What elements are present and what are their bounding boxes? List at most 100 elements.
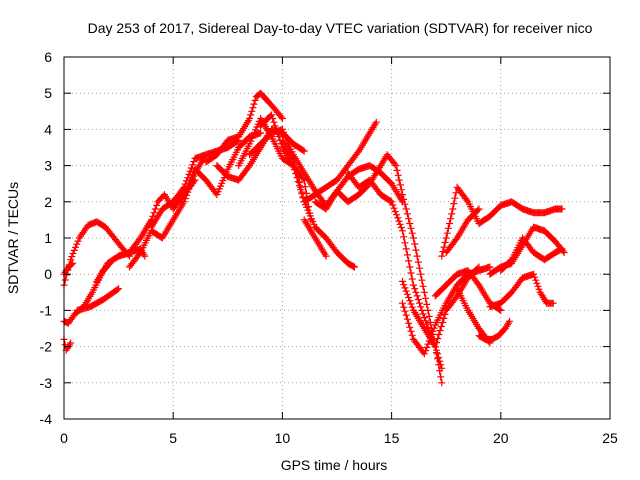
data-point-marker [414,258,422,266]
data-point-marker [246,115,254,122]
data-point-marker [391,208,399,215]
series-trace [347,172,443,384]
data-point-marker [391,160,399,168]
series-sat-e [73,285,123,314]
data-point-marker [291,159,298,167]
y-axis-label: SDTVAR / TECUs [5,182,21,294]
data-point-marker [416,299,423,307]
data-point-marker [397,224,405,231]
data-point-marker [416,264,423,272]
data-point-marker [507,257,514,265]
data-point-marker [402,287,410,295]
x-tick-label: 10 [275,430,291,446]
data-point-marker [190,158,198,166]
data-point-marker [407,269,415,277]
data-point-marker [386,197,394,205]
data-point-marker [463,196,471,204]
data-point-marker [406,323,414,331]
data-point-marker [294,174,302,182]
data-point-marker [180,198,188,206]
data-point-marker [403,210,411,218]
series-trace [441,186,563,257]
data-point-marker [257,129,265,137]
data-point-marker [189,161,197,169]
data-point-marker [372,118,380,126]
data-point-marker [419,310,427,318]
data-point-marker [248,107,256,115]
data-point-marker [486,263,494,271]
data-point-marker [407,300,415,308]
data-point-marker [425,312,433,320]
data-point-marker [297,183,305,191]
series-sat-q [300,216,330,260]
data-point-marker [474,206,482,214]
data-point-marker [406,263,414,271]
data-point-marker [431,343,439,351]
data-point-marker [399,191,406,199]
data-point-marker [405,294,413,301]
y-tick-label: -4 [40,411,53,427]
data-point-marker [434,335,442,343]
data-point-marker [298,188,306,196]
data-point-marker [532,276,540,284]
data-point-marker [402,205,410,213]
data-point-marker [401,307,409,315]
data-point-marker [293,169,301,177]
series-sat-k [202,89,286,166]
data-point-marker [405,319,413,327]
data-point-marker [408,331,416,339]
data-point-marker [422,347,430,355]
data-point-marker [72,243,79,251]
data-point-marker [400,233,408,241]
data-point-marker [179,192,187,200]
data-point-marker [475,205,483,213]
data-point-marker [438,252,446,260]
data-point-marker [405,215,413,223]
data-point-marker [420,288,428,296]
data-point-marker [441,239,449,246]
y-tick-label: 0 [44,266,52,282]
data-point-marker [113,286,121,294]
data-point-marker [439,248,447,256]
data-point-marker [413,252,421,260]
y-tick-label: 6 [44,49,52,65]
data-point-marker [506,317,513,325]
series-sat-x [442,205,483,256]
data-point-marker [436,367,444,375]
data-point-marker [400,281,408,289]
data-point-marker [497,306,505,314]
data-point-marker [400,303,408,311]
data-point-marker [440,314,448,322]
data-point-marker [444,224,452,232]
data-point-marker [419,282,427,290]
data-point-marker [425,337,433,345]
data-point-marker [74,237,82,245]
data-point-marker [244,163,252,171]
data-point-marker [115,285,123,293]
x-tick-label: 25 [602,430,618,446]
series-sat-b [60,259,77,278]
data-point-marker [438,379,446,387]
data-point-marker [250,100,258,108]
data-point-marker [278,115,286,122]
data-point-marker [446,220,453,227]
series-sat-d [60,335,75,354]
data-point-marker [435,331,443,338]
data-point-marker [68,253,76,261]
data-point-marker [395,176,403,184]
data-point-marker [299,146,307,154]
data-point-marker [452,236,460,244]
data-point-marker [535,285,543,293]
data-point-marker [408,303,416,311]
data-point-marker [428,331,436,338]
series-sat-w [431,267,505,314]
data-point-marker [414,296,422,303]
data-point-marker [437,323,445,330]
data-point-marker [151,205,159,213]
data-point-marker [436,327,444,334]
data-point-marker [420,314,428,322]
data-point-marker [68,260,76,268]
chart-title: Day 253 of 2017, Sidereal Day-to-day VTE… [88,20,593,36]
x-tick-label: 0 [60,430,68,446]
data-point-marker [451,194,459,202]
